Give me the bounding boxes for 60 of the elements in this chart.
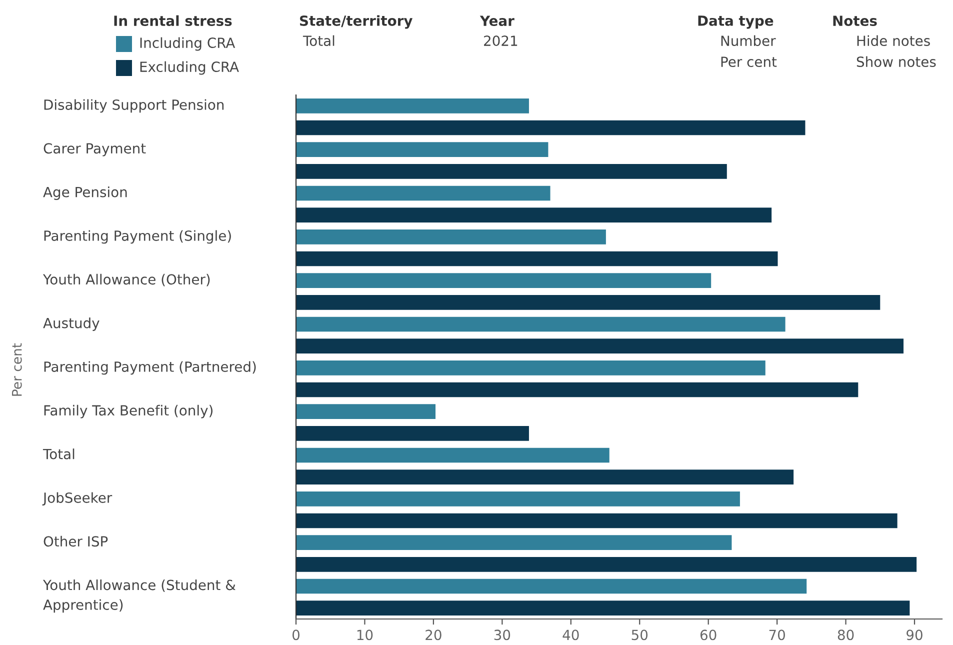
bar <box>296 600 910 616</box>
x-tick-label: 0 <box>292 630 300 640</box>
y-tick-label: Austudy <box>43 318 100 331</box>
bar <box>296 426 529 441</box>
bar <box>296 273 712 288</box>
x-tick-label: 50 <box>632 630 648 640</box>
y-tick-label: JobSeeker <box>42 492 112 506</box>
bar <box>296 491 740 506</box>
y-tick-label: Youth Allowance (Other) <box>42 274 210 286</box>
bar <box>296 382 858 398</box>
x-tick-label: 40 <box>562 630 579 640</box>
text: Number <box>721 35 776 46</box>
text: Hide notes <box>857 35 930 46</box>
bar <box>296 98 529 114</box>
x-tick-label: 90 <box>906 630 922 640</box>
y-tick-label: Other ISP <box>44 536 108 547</box>
x-tick-label: 60 <box>700 630 716 640</box>
y-tick-label: Disability Support Pension <box>44 99 224 113</box>
y-tick-label: Parenting Payment (Partnered) <box>44 361 256 375</box>
text: Per cent <box>721 56 777 68</box>
text: Total <box>302 35 334 46</box>
y-axis-title: Per cent <box>12 343 22 396</box>
bar <box>296 556 917 572</box>
legend-label: Including CRA <box>140 37 236 51</box>
bar <box>296 142 548 158</box>
bar <box>296 164 727 179</box>
x-tick-label: 20 <box>426 630 442 640</box>
bar <box>296 513 898 528</box>
bar <box>296 229 606 244</box>
text: State/territory <box>300 15 412 29</box>
bar <box>296 470 794 485</box>
text: Notes <box>833 16 877 26</box>
y-tick-label: Age Pension <box>43 186 127 200</box>
text: 2021 <box>484 36 518 46</box>
text: Year <box>480 16 514 26</box>
legend-title: In rental stress <box>114 15 232 26</box>
x-tick-label: 80 <box>838 630 854 640</box>
bar <box>296 251 778 266</box>
bar <box>296 448 610 463</box>
y-tick-label: Youth Allowance (Student & Apprentice) <box>42 579 236 613</box>
bar <box>296 338 904 354</box>
bar <box>296 120 806 136</box>
legend-label: Excluding CRA <box>140 61 239 75</box>
y-tick-label: Parenting Payment (Single) <box>44 230 231 244</box>
text: Data type <box>698 16 774 29</box>
bar <box>296 186 550 201</box>
x-tick-label: 70 <box>769 630 785 640</box>
x-tick-label: 10 <box>357 630 373 640</box>
bar <box>296 316 786 332</box>
x-tick-label: 30 <box>494 630 510 640</box>
bar <box>296 578 807 594</box>
bar <box>296 404 436 420</box>
y-tick-label: Total <box>42 448 74 460</box>
bar <box>296 535 732 550</box>
text: Show notes <box>856 56 936 68</box>
bar <box>296 294 880 310</box>
y-tick-label: Carer Payment <box>44 143 146 156</box>
bar <box>296 360 766 376</box>
y-tick-label: Family Tax Benefit (only) <box>44 404 213 418</box>
bar <box>296 208 772 223</box>
